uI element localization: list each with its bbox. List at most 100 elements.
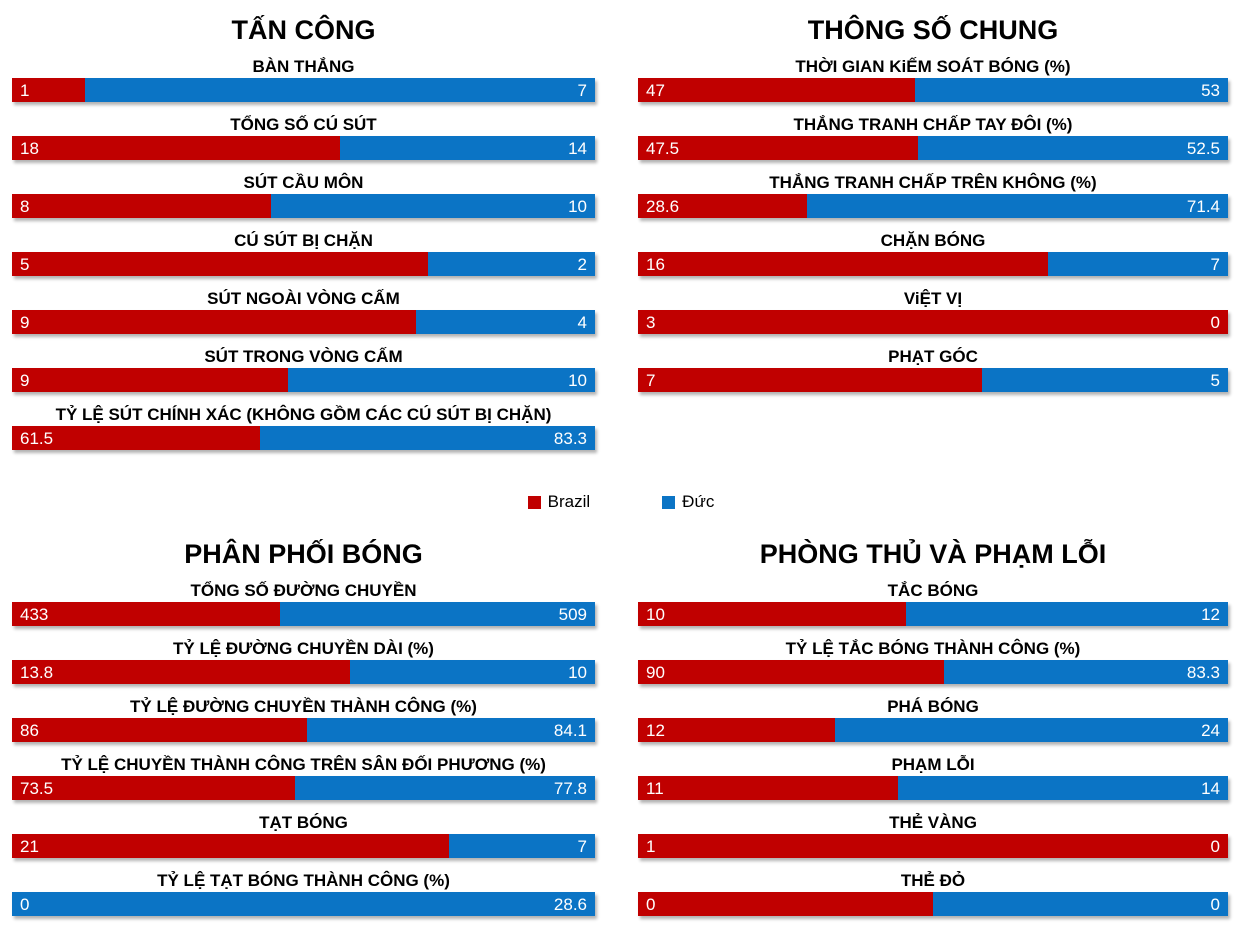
stat-label: THẮNG TRANH CHẤP TAY ĐÔI (%) (793, 115, 1073, 134)
duc-value: 5 (1210, 371, 1220, 390)
stat-bar: 1 0 (638, 834, 1228, 858)
stat-bar: 11 14 (638, 776, 1228, 800)
stat-label: TỔNG SỐ CÚ SÚT (230, 115, 377, 134)
duc-bar-segment (295, 776, 595, 800)
stat-row: PHÁ BÓNG 12 24 (638, 696, 1228, 742)
brazil-bar-segment (12, 426, 260, 450)
stat-row: TỔNG SỐ ĐƯỜNG CHUYỀN 433 509 (12, 580, 595, 626)
stat-row: TỶ LỆ SÚT CHÍNH XÁC (KHÔNG GỒM CÁC CÚ SÚ… (12, 404, 595, 450)
duc-bar-segment (350, 660, 595, 684)
brazil-value: 1 (646, 837, 656, 856)
stat-label: PHẠT GÓC (888, 347, 978, 366)
brazil-value: 9 (20, 313, 30, 332)
brazil-bar-segment (12, 194, 272, 218)
duc-value: 14 (568, 139, 587, 158)
brazil-value: 9 (20, 371, 30, 390)
brazil-bar-segment (638, 194, 807, 218)
stat-bar: 47.5 52.5 (638, 136, 1228, 160)
section-thong-so-chung: THÔNG SỐ CHUNG THỜI GIAN KiẾM SOÁT BÓNG … (638, 12, 1228, 404)
duc-value: 10 (568, 197, 587, 216)
stat-bar: 61.5 83.3 (12, 426, 595, 450)
stat-bar: 1 7 (12, 78, 595, 102)
stat-bar: 0 28.6 (12, 892, 595, 916)
duc-value: 10 (568, 663, 587, 682)
stat-label: THẮNG TRANH CHẤP TRÊN KHÔNG (%) (769, 173, 1097, 192)
duc-value: 28.6 (553, 895, 587, 914)
brazil-swatch-icon (527, 495, 541, 509)
brazil-bar-segment (12, 78, 85, 102)
brazil-value: 73.5 (20, 779, 54, 798)
section-phan-phoi-bong: PHÂN PHỐI BÓNG TỔNG SỐ ĐƯỜNG CHUYỀN 433 … (12, 536, 595, 928)
stat-label: TỶ LỆ ĐƯỜNG CHUYỀN THÀNH CÔNG (%) (130, 697, 477, 716)
stat-bar: 86 84.1 (12, 718, 595, 742)
stat-bar: 3 0 (638, 310, 1228, 334)
bar-rows: THỜI GIAN KiẾM SOÁT BÓNG (%) 47 53 THẮNG… (638, 56, 1228, 392)
duc-value: 83.3 (1186, 663, 1220, 682)
duc-bar-segment (288, 368, 595, 392)
brazil-bar-segment (12, 368, 289, 392)
brazil-bar-segment (12, 718, 307, 742)
brazil-bar-segment (638, 368, 983, 392)
stat-bar: 10 12 (638, 602, 1228, 626)
stat-row: PHẠT GÓC 7 5 (638, 346, 1228, 392)
duc-value: 0 (1210, 837, 1220, 856)
stat-row: TẮC BÓNG 10 12 (638, 580, 1228, 626)
stat-label: TẮC BÓNG (887, 581, 979, 600)
brazil-value: 16 (646, 255, 665, 274)
brazil-value: 61.5 (20, 429, 54, 448)
brazil-bar-segment (12, 310, 416, 334)
brazil-bar-segment (12, 136, 340, 160)
stat-label: TỶ LỆ TẮC BÓNG THÀNH CÔNG (%) (785, 639, 1081, 658)
duc-bar-segment (906, 602, 1228, 626)
brazil-value: 47 (646, 81, 665, 100)
stat-bar: 28.6 71.4 (638, 194, 1228, 218)
stat-bar: 90 83.3 (638, 660, 1228, 684)
section-title: PHÂN PHỐI BÓNG (184, 539, 423, 569)
brazil-bar-segment (12, 660, 351, 684)
brazil-bar-segment (638, 602, 907, 626)
duc-bar-segment (259, 426, 595, 450)
duc-bar-segment (306, 718, 595, 742)
duc-bar-segment (271, 194, 595, 218)
duc-bar-segment (279, 602, 595, 626)
brazil-bar-segment (638, 252, 1049, 276)
stat-row: PHẠM LỖI 11 14 (638, 754, 1228, 800)
duc-value: 7 (577, 837, 587, 856)
stat-label: TỶ LỆ SÚT CHÍNH XÁC (KHÔNG GỒM CÁC CÚ SÚ… (55, 405, 552, 424)
duc-value: 10 (568, 371, 587, 390)
stat-label: ViỆT VỊ (903, 289, 963, 308)
brazil-value: 28.6 (646, 197, 680, 216)
brazil-value: 3 (646, 313, 656, 332)
stat-row: TỶ LỆ CHUYỀN THÀNH CÔNG TRÊN SÂN ĐỐI PHƯ… (12, 754, 595, 800)
stat-row: THỜI GIAN KiẾM SOÁT BÓNG (%) 47 53 (638, 56, 1228, 102)
brazil-bar-segment (638, 78, 916, 102)
brazil-value: 5 (20, 255, 30, 274)
brazil-bar-segment (638, 660, 945, 684)
stat-label: CHẶN BÓNG (880, 231, 986, 250)
stat-bar: 433 509 (12, 602, 595, 626)
stat-label: TỶ LỆ TẠT BÓNG THÀNH CÔNG (%) (157, 871, 450, 890)
duc-bar-segment (806, 194, 1228, 218)
duc-bar-segment (449, 834, 595, 858)
duc-value: 71.4 (1186, 197, 1220, 216)
stat-label: SÚT TRONG VÒNG CẤM (204, 347, 403, 366)
stat-row: SÚT TRONG VÒNG CẤM 9 10 (12, 346, 595, 392)
duc-value: 83.3 (553, 429, 587, 448)
brazil-bar-segment (638, 718, 835, 742)
stat-bar: 47 53 (638, 78, 1228, 102)
duc-value: 2 (577, 255, 587, 274)
stat-label: THỜI GIAN KiẾM SOÁT BÓNG (%) (795, 57, 1071, 76)
stat-row: THẺ VÀNG 1 0 (638, 812, 1228, 858)
duc-bar-segment (1048, 252, 1228, 276)
bar-rows: TỔNG SỐ ĐƯỜNG CHUYỀN 433 509 TỶ LỆ ĐƯỜNG… (12, 580, 595, 916)
brazil-value: 8 (20, 197, 30, 216)
brazil-value: 47.5 (646, 139, 680, 158)
brazil-bar-segment (638, 892, 933, 916)
stat-bar: 73.5 77.8 (12, 776, 595, 800)
duc-bar-segment (12, 892, 595, 916)
brazil-value: 11 (646, 779, 664, 798)
stat-row: TẠT BÓNG 21 7 (12, 812, 595, 858)
stat-row: TỶ LỆ ĐƯỜNG CHUYỀN DÀI (%) 13.8 10 (12, 638, 595, 684)
duc-value: 0 (1210, 895, 1220, 914)
stat-bar: 21 7 (12, 834, 595, 858)
